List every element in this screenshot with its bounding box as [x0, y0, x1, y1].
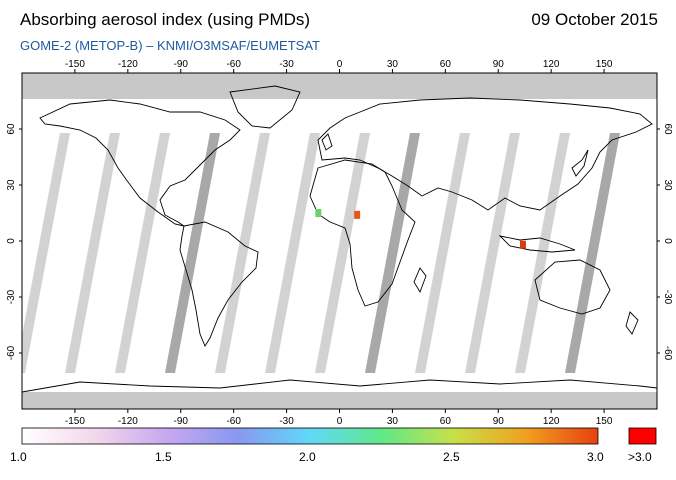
lon-tick-label-top: 150 — [596, 59, 613, 70]
swath-gap-band — [465, 133, 520, 373]
swath-gap-band — [315, 133, 370, 373]
map-date: 09 October 2015 — [531, 10, 658, 29]
lon-tick-label-top: 60 — [440, 59, 452, 70]
africa-coast — [309, 159, 416, 307]
australia-coast — [534, 259, 611, 315]
colorbar-label-2: 1.5 — [155, 450, 172, 464]
swath-gap-band — [65, 133, 120, 373]
lon-tick-label-top: 120 — [543, 59, 560, 70]
lon-tick-label-bottom: -120 — [118, 416, 138, 427]
swath-gap-band — [215, 133, 270, 373]
colorbar-label-5: 3.0 — [587, 450, 604, 464]
aerosol-hotspot-sahel-green — [315, 209, 322, 217]
lon-tick-label-top: -150 — [65, 59, 85, 70]
colorbar-overflow-label: >3.0 — [628, 450, 652, 464]
map-subtitle: GOME-2 (METOP-B) – KNMI/O3MSAF/EUMETSAT — [20, 38, 320, 53]
aerosol-hotspots — [315, 209, 526, 249]
swath-gaps — [22, 133, 620, 373]
lat-tick-label-right: 0 — [662, 238, 673, 244]
lat-tick-label-left: -60 — [6, 345, 17, 360]
north-no-data-band — [22, 73, 657, 99]
colorbar-label-4: 2.5 — [443, 450, 460, 464]
swath-gap-band — [415, 133, 470, 373]
madagascar-coast — [413, 267, 427, 294]
lon-tick-label-bottom: -150 — [65, 416, 85, 427]
new-zealand-coast — [625, 311, 639, 335]
lon-tick-label-bottom: 0 — [337, 416, 343, 427]
swath-gap-band — [365, 133, 420, 373]
map-background — [22, 73, 657, 409]
lat-tick-label-right: 30 — [662, 179, 673, 191]
lat-tick-label-left: 0 — [6, 238, 17, 244]
south-america-coast — [179, 221, 259, 347]
lon-tick-label-bottom: -30 — [279, 416, 294, 427]
coastlines — [22, 85, 657, 393]
latitude-ticks-right: 60 30 0 -30 -60 — [657, 123, 673, 361]
japan-coast — [571, 149, 589, 177]
swath-gap-band — [115, 133, 170, 373]
lat-tick-label-right: -30 — [662, 290, 673, 305]
south-no-data-band — [22, 392, 657, 409]
map-title: Absorbing aerosol index (using PMDs) — [20, 10, 311, 29]
lon-tick-label-bottom: 120 — [543, 416, 560, 427]
lon-tick-label-top: -120 — [118, 59, 138, 70]
lon-tick-label-top: -30 — [279, 59, 294, 70]
colorbar-label-3: 2.0 — [299, 450, 316, 464]
swath-gap-band — [22, 133, 70, 373]
lon-tick-label-top: -60 — [226, 59, 241, 70]
lon-tick-label-bottom: 90 — [493, 416, 505, 427]
indonesia-coast — [498, 235, 576, 253]
aerosol-hotspot-borneo-indonesia — [519, 240, 526, 249]
lat-tick-label-right: 60 — [662, 123, 673, 135]
colorbar — [21, 427, 599, 445]
swath-gap-band — [515, 133, 570, 373]
greenland-coast — [229, 85, 301, 129]
north-america-coast — [39, 99, 241, 227]
lon-tick-label-top: 90 — [493, 59, 505, 70]
antarctica-coast — [22, 379, 657, 393]
colorbar-label-1: 1.0 — [10, 450, 27, 464]
lat-tick-label-left: 30 — [6, 179, 17, 191]
lon-tick-label-bottom: 30 — [387, 416, 399, 427]
lon-tick-label-top: -90 — [174, 59, 189, 70]
lon-tick-label-top: 0 — [337, 59, 343, 70]
swath-gap-band — [265, 133, 320, 373]
uk-coast — [321, 133, 333, 151]
lon-tick-label-bottom: 150 — [596, 416, 613, 427]
lat-tick-label-left: 60 — [6, 123, 17, 135]
colorbar-overflow-box — [628, 427, 657, 445]
lat-tick-label-right: -60 — [662, 346, 673, 361]
lon-tick-label-bottom: -90 — [174, 416, 189, 427]
lon-tick-label-bottom: 60 — [440, 416, 452, 427]
lon-tick-label-top: 30 — [387, 59, 399, 70]
lat-tick-label-left: -30 — [6, 289, 17, 304]
swath-gap-band — [165, 133, 220, 373]
longitude-ticks-bottom: -150 -120 -90 -60 -30 0 30 60 90 120 150 — [65, 409, 613, 427]
latitude-ticks-left: 60 30 0 -30 -60 — [6, 123, 22, 360]
aerosol-hotspot-west-africa — [354, 210, 361, 219]
lon-tick-label-bottom: -60 — [226, 416, 241, 427]
longitude-ticks-top: -150 -120 -90 -60 -30 0 30 60 90 120 150 — [65, 59, 613, 73]
eurasia-coast — [317, 97, 653, 211]
